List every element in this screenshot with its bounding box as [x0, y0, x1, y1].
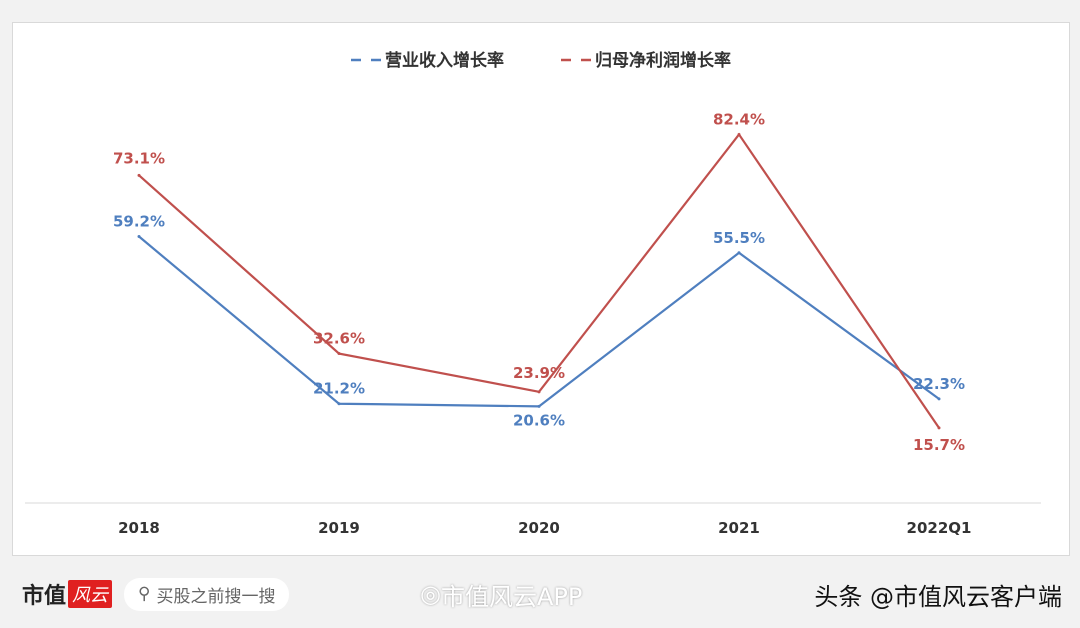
series-line-1	[138, 132, 940, 429]
weibo-account: 市值风云APP	[440, 582, 583, 611]
weibo-watermark: ◎ 市值风云APP	[420, 576, 582, 612]
line-chart: 2018 2019 2020 2021 2022Q1 营业收入增长率 归母净利润增长率 59.…	[25, 50, 1041, 537]
data-label: 32.6%	[313, 330, 365, 348]
data-point	[937, 426, 941, 430]
logo-text: 市值	[22, 584, 67, 609]
data-point	[537, 390, 541, 394]
search-box[interactable]: ⚲ 买股之前搜一搜	[124, 577, 290, 611]
data-label: 82.4%	[713, 110, 765, 128]
x-tick-label: 2019	[318, 519, 360, 537]
data-point	[537, 404, 541, 408]
x-tick-label: 2021	[718, 519, 760, 537]
data-label: 15.7%	[913, 436, 965, 454]
data-label: 55.5%	[713, 229, 765, 247]
legend-label: 营业收入增长率	[385, 50, 504, 71]
search-placeholder: 买股之前搜一搜	[156, 586, 276, 607]
data-point	[337, 402, 341, 406]
chart-card: 2018 2019 2020 2021 2022Q1 营业收入增长率 归母净利润增长率 59.…	[12, 22, 1070, 556]
data-label: 59.2%	[113, 213, 165, 231]
data-label: 23.9%	[513, 364, 565, 382]
data-point	[737, 132, 741, 136]
search-icon: ⚲	[138, 584, 151, 604]
data-point	[737, 251, 741, 255]
x-tick-label: 2022Q1	[907, 519, 972, 537]
data-label: 73.1%	[113, 149, 165, 167]
data-label: 22.3%	[913, 375, 965, 393]
data-label: 20.6%	[513, 411, 565, 429]
x-tick-label: 2018	[118, 519, 160, 537]
data-point	[337, 352, 341, 356]
legend-label: 归母净利润增长率	[595, 50, 731, 71]
data-point	[137, 235, 141, 239]
brand-logo: 市值 风云 ⚲ 买股之前搜一搜	[22, 576, 290, 612]
data-label: 21.2%	[313, 380, 365, 398]
x-tick-label: 2020	[518, 519, 560, 537]
logo-badge: 风云	[68, 580, 113, 608]
toutiao-account: 头条 @市值风云客户端	[814, 582, 1062, 611]
data-point	[937, 397, 941, 401]
data-point	[137, 173, 141, 177]
weibo-icon: ◎	[420, 580, 441, 608]
